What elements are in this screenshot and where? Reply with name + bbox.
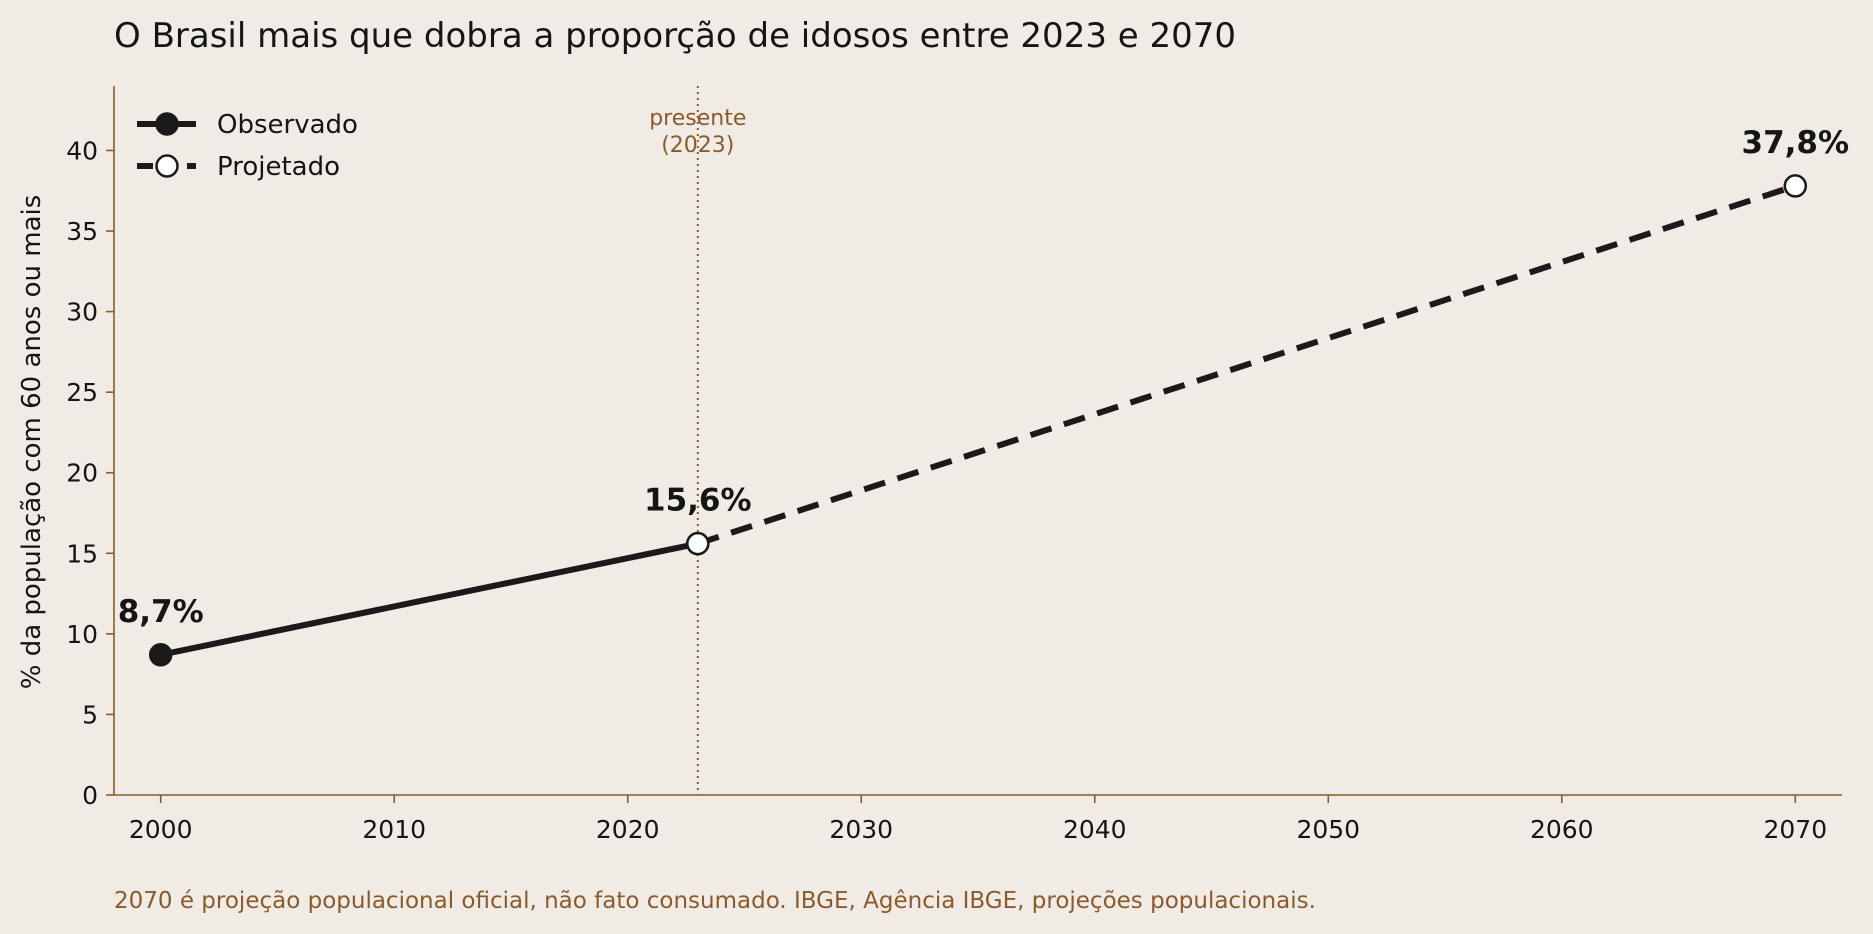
x-tick-label: 2070 [1763,815,1827,844]
series-line-projetado [696,183,1797,547]
y-tick-label: 20 [66,459,98,488]
x-tick-label: 2040 [1063,815,1127,844]
data-label: 15,6% [644,483,752,519]
reference-line-label: presente [649,106,746,131]
projected-point [1783,174,1808,198]
footnote: 2070 é projeção populacional oficial, nã… [114,888,1316,914]
legend-label: Projetado [217,152,340,182]
y-tick-label: 0 [82,781,98,810]
projected-point [686,531,710,556]
x-tick-label: 2020 [596,815,660,844]
series-group [148,174,1808,667]
data-label: 8,7% [118,594,204,630]
legend: Observado Projetado [137,110,358,182]
y-tick-label: 5 [82,700,98,729]
series-line-observado [160,540,699,658]
x-tick-label: 2030 [829,815,893,844]
data-label: 37,8% [1742,125,1850,161]
chart-title: O Brasil mais que dobra a proporção de i… [114,16,1237,56]
legend-label: Observado [217,110,358,140]
data-labels: 8,7% 15,6% 37,8% [118,125,1849,630]
y-tick-label: 25 [66,378,98,407]
y-tick-label: 15 [66,539,98,568]
x-tick-label: 2060 [1530,815,1594,844]
y-tick-label: 10 [66,620,98,649]
x-tick-label: 2000 [129,815,193,844]
y-tick-label: 30 [66,298,98,327]
axes: 0 5 10 15 20 25 30 35 40 2000 2010 2020 2030 2040 2050… [66,86,1842,844]
reference-line-year-label: (2023) [661,133,734,158]
legend-marker-observado [155,112,179,136]
x-tick-label: 2010 [362,815,426,844]
reference-line-group: presente(2023) [649,86,746,795]
legend-marker-projetado [155,154,179,178]
y-axis-label: % da população com 60 anos ou mais [17,195,47,690]
observed-point [148,643,173,667]
x-tick-label: 2050 [1296,815,1360,844]
y-tick-label: 40 [66,136,98,165]
y-tick-label: 35 [66,217,98,246]
